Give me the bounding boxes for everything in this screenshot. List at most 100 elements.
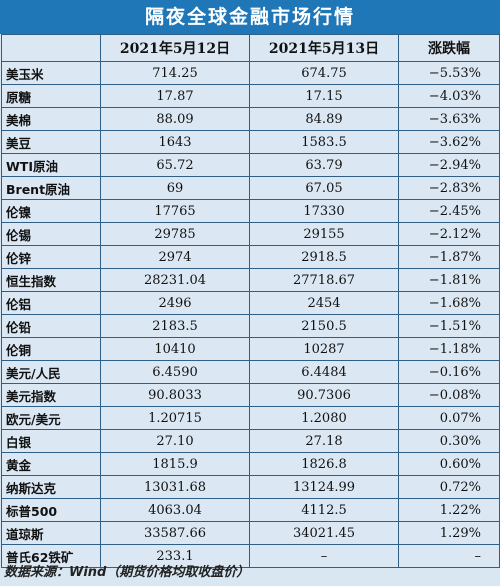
value-may-13: 17330 xyxy=(249,199,399,223)
value-may-12: 90.8033 xyxy=(100,383,250,407)
change-percent: 1.22% xyxy=(398,498,500,522)
instrument-name: 美豆 xyxy=(1,130,101,154)
table-row: Brent原油 69 67.05 −2.83% xyxy=(1,176,500,200)
change-percent: 1.29% xyxy=(398,521,500,545)
table-row: 伦铅 2183.5 2150.5 −1.51% xyxy=(1,314,500,338)
value-may-12: 17.87 xyxy=(100,84,250,108)
change-percent: −1.51% xyxy=(398,314,500,338)
instrument-name: 伦铅 xyxy=(1,314,101,338)
value-may-12: 2183.5 xyxy=(100,314,250,338)
change-percent: – xyxy=(398,544,500,568)
value-may-13: 4112.5 xyxy=(249,498,399,522)
instrument-name: 伦锌 xyxy=(1,245,101,269)
change-percent: 0.72% xyxy=(398,475,500,499)
instrument-name: 欧元/美元 xyxy=(1,406,101,430)
value-may-12: 6.4590 xyxy=(100,360,250,384)
table-row: 普氏62铁矿 233.1– – xyxy=(1,544,500,568)
value-may-13: 90.7306 xyxy=(249,383,399,407)
value-may-12: 2974 xyxy=(100,245,250,269)
value-may-12: 714.25 xyxy=(100,61,250,85)
change-percent: −2.94% xyxy=(398,153,500,177)
value-may-13: 1583.5 xyxy=(249,130,399,154)
value-may-12: 65.72 xyxy=(100,153,250,177)
instrument-name: 白银 xyxy=(1,429,101,453)
table-row: 美元指数 90.8033 90.7306 −0.08% xyxy=(1,383,500,407)
instrument-name: 美棉 xyxy=(1,107,101,131)
change-percent: −0.16% xyxy=(398,360,500,384)
instrument-name: 纳斯达克 xyxy=(1,475,101,499)
change-percent: −0.08% xyxy=(398,383,500,407)
value-may-13: 674.75 xyxy=(249,61,399,85)
change-percent: 0.60% xyxy=(398,452,500,476)
report-title: 隔夜全球金融市场行情 xyxy=(0,0,500,34)
instrument-name: 美元/人民 xyxy=(1,360,101,384)
value-may-12: 17765 xyxy=(100,199,250,223)
change-percent: 0.30% xyxy=(398,429,500,453)
instrument-name: 道琼斯 xyxy=(1,521,101,545)
instrument-name: 标普500 xyxy=(1,498,101,522)
value-may-13: 27.18 xyxy=(249,429,399,453)
value-may-12: 1815.9 xyxy=(100,452,250,476)
value-may-12: 28231.04 xyxy=(100,268,250,292)
change-percent: −2.45% xyxy=(398,199,500,223)
value-may-13: 63.79 xyxy=(249,153,399,177)
instrument-name: 美元指数 xyxy=(1,383,101,407)
value-may-12: 29785 xyxy=(100,222,250,246)
table-row: 标普500 4063.04 4112.5 1.22% xyxy=(1,498,500,522)
change-percent: −1.68% xyxy=(398,291,500,315)
instrument-name: 伦镍 xyxy=(1,199,101,223)
header-name xyxy=(1,34,101,62)
value-may-12: 33587.66 xyxy=(100,521,250,545)
instrument-name: Brent原油 xyxy=(1,176,101,200)
value-may-13: 2454 xyxy=(249,291,399,315)
change-percent: −3.62% xyxy=(398,130,500,154)
table-row: 伦锡 29785 29155 −2.12% xyxy=(1,222,500,246)
change-percent: −3.63% xyxy=(398,107,500,131)
instrument-name: WTI原油 xyxy=(1,153,101,177)
value-may-13: 2150.5 xyxy=(249,314,399,338)
data-source-note: 数据来源：Wind（期货价格均取收盘价） xyxy=(4,565,250,580)
instrument-name: 伦铝 xyxy=(1,291,101,315)
value-may-13: 13124.99 xyxy=(249,475,399,499)
value-may-13: 17.15 xyxy=(249,84,399,108)
table-row: 美豆 1643 1583.5 −3.62% xyxy=(1,130,500,154)
instrument-name: 美玉米 xyxy=(1,61,101,85)
table-row: 伦锌 2974 2918.5 −1.87% xyxy=(1,245,500,269)
instrument-name: 伦锡 xyxy=(1,222,101,246)
instrument-name: 普氏62铁矿 xyxy=(1,544,101,568)
instrument-name: 原糖 xyxy=(1,84,101,108)
instrument-name: 恒生指数 xyxy=(1,268,101,292)
change-percent: −4.03% xyxy=(398,84,500,108)
value-may-12: 27.10 xyxy=(100,429,250,453)
value-may-12: 1643 xyxy=(100,130,250,154)
table-row: 白银 27.10 27.18 0.30% xyxy=(1,429,500,453)
value-may-12: 10410 xyxy=(100,337,250,361)
value-may-12: 69 xyxy=(100,176,250,200)
table-row: 纳斯达克 13031.68 13124.99 0.72% xyxy=(1,475,500,499)
header-date-1: 2021年5月12日 xyxy=(100,34,250,62)
value-may-13: 67.05 xyxy=(249,176,399,200)
value-may-13: 6.4484 xyxy=(249,360,399,384)
value-may-13: 10287 xyxy=(249,337,399,361)
value-may-13: 84.89 xyxy=(249,107,399,131)
table-row: 伦铝 2496 2454 −1.68% xyxy=(1,291,500,315)
value-may-12: 13031.68 xyxy=(100,475,250,499)
value-may-12: 1.20715 xyxy=(100,406,250,430)
change-percent: −2.12% xyxy=(398,222,500,246)
value-may-13: 1826.8 xyxy=(249,452,399,476)
value-may-12: 2496 xyxy=(100,291,250,315)
table-row: 美棉 88.09 84.89 −3.63% xyxy=(1,107,500,131)
table-row: 恒生指数 28231.04 27718.67 −1.81% xyxy=(1,268,500,292)
table-row: 伦铜 10410 10287 −1.18% xyxy=(1,337,500,361)
value-may-13: 2918.5 xyxy=(249,245,399,269)
value-may-12: 233.1 xyxy=(100,544,250,568)
table-row: 美玉米 714.25 674.75 −5.53% xyxy=(1,61,500,85)
value-may-12: 88.09 xyxy=(100,107,250,131)
value-may-13: 29155 xyxy=(249,222,399,246)
change-percent: −1.18% xyxy=(398,337,500,361)
instrument-name: 黄金 xyxy=(1,452,101,476)
change-percent: −5.53% xyxy=(398,61,500,85)
value-may-13: 27718.67 xyxy=(249,268,399,292)
value-may-12: 4063.04 xyxy=(100,498,250,522)
